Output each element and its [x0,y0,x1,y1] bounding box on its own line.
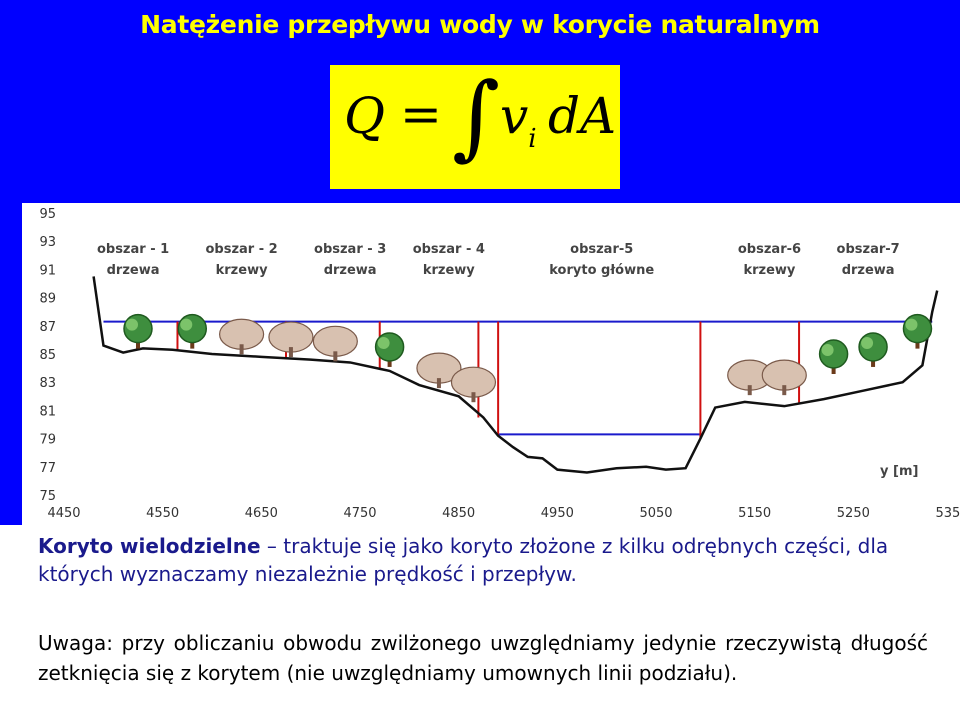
area-label-type: koryto główne [549,263,654,278]
bush-trunk [239,344,244,355]
bush-trunk [436,378,441,389]
y-tick-label: 91 [39,263,56,278]
area-label-name: obszar-5 [570,242,633,257]
formula-equals: = [400,85,442,143]
definition-text: Koryto wielodzielne – traktuje się jako … [38,532,938,588]
y-tick-label: 77 [39,461,56,476]
definition-body: – traktuje się jako koryto złożone z kil… [38,534,889,586]
area-label-name: obszar - 4 [413,242,485,257]
page-title: Natężenie przepływu wody w korycie natur… [140,10,820,39]
x-axis-label: y [m] [880,464,918,479]
terrain-profile [92,276,939,474]
area-label-type: krzewy [216,263,268,278]
bush-trunk [471,392,476,403]
tree-highlight [180,318,193,331]
formula-q: Q [344,87,385,145]
y-tick-label: 81 [39,404,56,419]
chart-svg: 95 93 91 89 87 85 83 81 79 77 75 4450 4550 4650 4750 48… [39,207,960,521]
x-tick-label: 5350 [935,506,960,521]
formula-box: Q = ∫ vi dA [330,63,620,189]
area-label-type: krzewy [423,263,475,278]
y-tick-label: 89 [39,292,56,307]
area-label-name: obszar - 1 [97,242,169,257]
integral-icon: ∫ [452,63,500,170]
formula: Q = ∫ vi dA [330,63,620,189]
x-tick-label: 4750 [343,506,376,521]
bush-trunk [782,385,787,396]
bush-trunk [288,347,293,358]
tree-highlight [126,318,138,331]
tree-highlight [377,336,390,349]
tree-highlight [821,344,834,356]
formula-da: dA [548,87,617,145]
area-label-name: obszar-7 [837,242,900,257]
formula-subscript: i [528,124,537,154]
x-tick-label: 5050 [639,506,672,521]
area-label-type: drzewa [107,263,160,278]
text-panel [0,525,960,720]
formula-v: v [500,87,529,145]
note-text: Uwaga: przy obliczaniu obwodu zwilżonego… [38,631,928,685]
x-tick-label: 4950 [541,506,574,521]
x-tick-label: 5250 [837,506,870,521]
x-tick-label: 5150 [738,506,771,521]
tree-highlight [905,318,918,331]
x-tick-label: 4650 [245,506,278,521]
y-tick-label: 83 [39,376,56,391]
area-label-name: obszar - 2 [205,242,277,257]
y-tick-label: 93 [39,235,56,250]
definition-term: Koryto wielodzielne [38,534,261,558]
y-tick-label: 79 [39,433,56,448]
area-label-name: obszar-6 [738,242,801,257]
area-label-type: drzewa [842,263,895,278]
y-tick-label: 75 [39,489,56,504]
bush-trunk [747,385,752,396]
x-tick-label: 4550 [146,506,179,521]
x-tick-label: 4850 [442,506,475,521]
formula-velocity: vi [500,87,537,154]
tree-highlight [861,336,874,349]
area-label-type: drzewa [324,263,377,278]
y-tick-label: 85 [39,348,56,363]
cross-section-chart: 95 93 91 89 87 85 83 81 79 77 75 4450 4550 4650 4750 48… [22,203,960,525]
area-label-type: krzewy [743,263,795,278]
y-tick-label: 87 [39,320,56,335]
area-label-name: obszar - 3 [314,242,386,257]
y-tick-label: 95 [39,207,56,222]
x-tick-label: 4450 [47,506,80,521]
bush-trunk [333,351,338,362]
